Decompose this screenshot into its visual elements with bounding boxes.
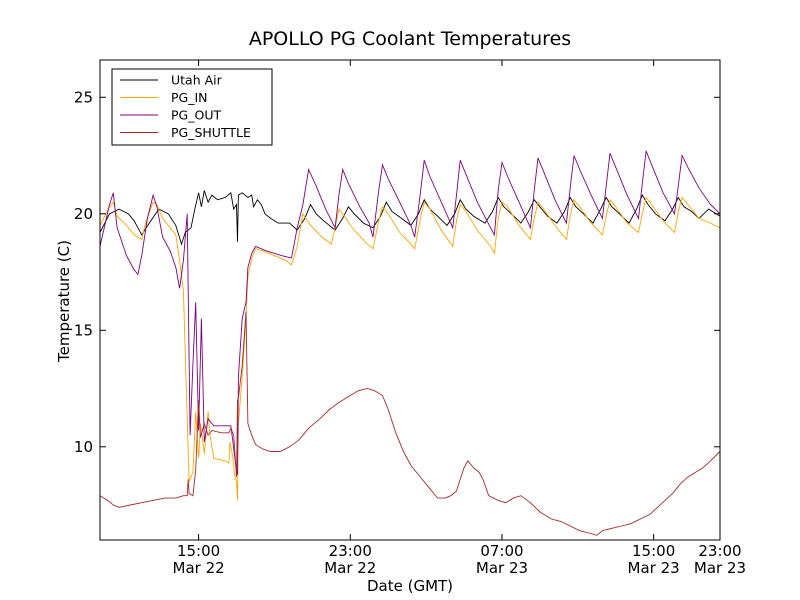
plot-frame (99, 59, 721, 541)
y-axis-ticks: 10 15 20 25 (74, 88, 720, 456)
legend-label: Utah Air (171, 73, 223, 88)
chart-title: APOLLO PG Coolant Temperatures (249, 28, 571, 50)
x-tick-date-label: Mar 22 (173, 559, 225, 577)
legend-label: PG_OUT (171, 108, 221, 123)
y-tick-label: 10 (74, 438, 93, 456)
legend-label: PG_SHUTTLE (171, 125, 251, 140)
x-tick-label: 15:00 (632, 542, 675, 560)
x-tick-date-label: Mar 23 (628, 559, 680, 577)
y-tick-label: 20 (74, 205, 93, 223)
series-line-pg-out (99, 150, 721, 475)
x-tick-label: 23:00 (329, 542, 372, 560)
x-tick-date-label: Mar 23 (476, 559, 528, 577)
x-tick-label: 07:00 (480, 542, 523, 560)
x-tick-date-label: Mar 23 (694, 559, 746, 577)
series-line-pg-in (99, 196, 721, 501)
y-tick-label: 25 (74, 88, 93, 106)
legend-label: PG_IN (171, 90, 208, 105)
y-axis-label: Temperature (C) (55, 240, 73, 363)
series-line-pg-shuttle (99, 311, 721, 536)
series-line-utah-air (99, 190, 721, 246)
y-tick-label: 15 (74, 321, 93, 339)
legend: Utah Air PG_IN PG_OUT PG_SHUTTLE (111, 68, 273, 146)
x-tick-label: 23:00 (698, 542, 741, 560)
x-axis-label: Date (GMT) (367, 577, 453, 595)
plot-lines (99, 150, 721, 536)
x-tick-date-label: Mar 22 (324, 559, 376, 577)
x-tick-label: 15:00 (177, 542, 220, 560)
